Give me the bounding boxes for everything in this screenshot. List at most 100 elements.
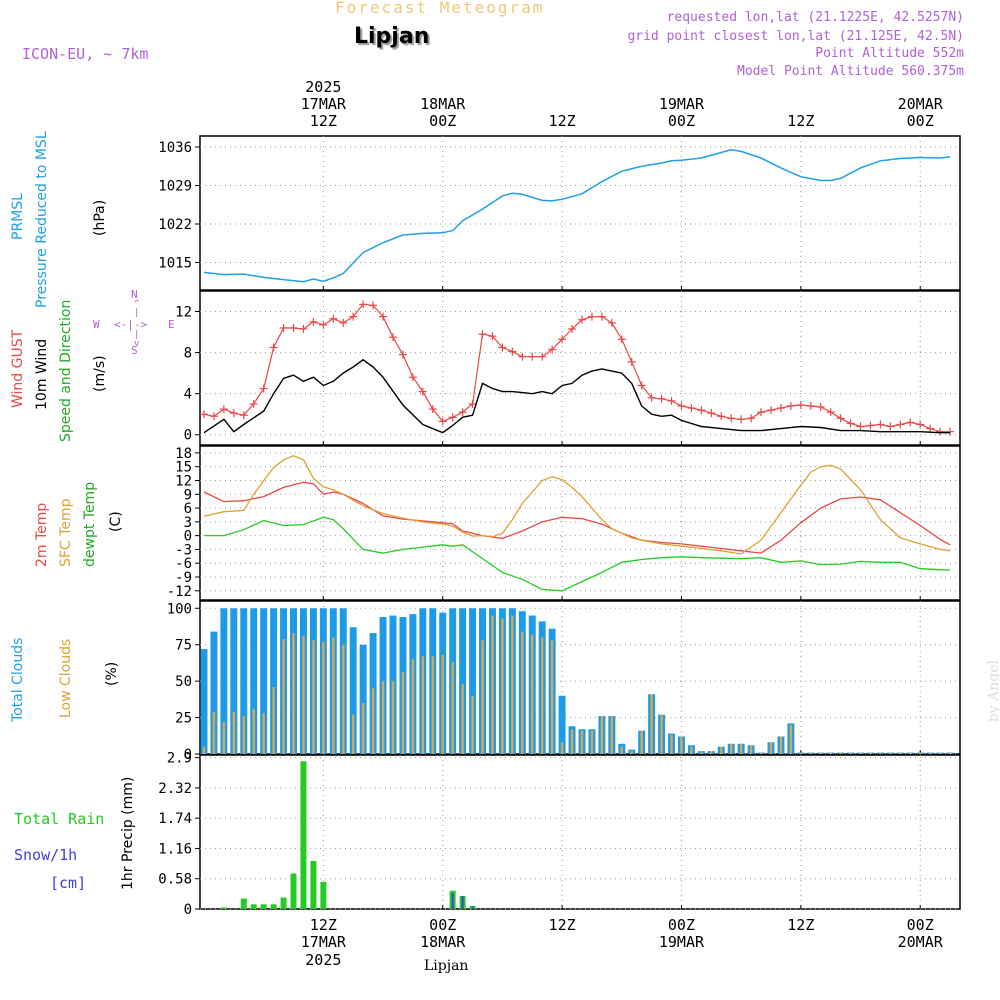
low-cloud-bar	[361, 703, 365, 754]
precipitation-ytick-label: 1.16	[158, 841, 192, 857]
low-cloud-bar	[272, 686, 275, 754]
low-cloud-bar	[630, 751, 633, 754]
total-cloud-bar	[200, 649, 208, 754]
low-cloud-bar	[799, 752, 803, 754]
temperature-ytick-label: 6	[184, 501, 192, 517]
low-cloud-bar	[411, 659, 415, 754]
total-rain-label: Total Rain	[14, 810, 105, 828]
snow-label: Snow/1h	[14, 846, 78, 864]
temperature-ytick-label: -9	[175, 570, 192, 586]
pressure-ytick-label: 1029	[158, 179, 192, 195]
low-cloud-bar	[928, 752, 932, 754]
compass-east: E	[168, 318, 175, 331]
temperature-ytick-label: 3	[184, 515, 192, 531]
low-cloud-bar	[680, 736, 683, 754]
top-axis-date: 17MAR	[301, 95, 347, 113]
total-cloud-bar	[220, 608, 228, 754]
top-axis-hour: 00Z	[668, 112, 695, 130]
gust-line	[203, 303, 951, 433]
clouds-ytick-label: 50	[175, 674, 192, 690]
low-cloud-bar	[749, 745, 753, 754]
clouds-ytick-label: 25	[175, 711, 192, 727]
low-cloud-bar	[938, 752, 942, 754]
bottom-location-label: Lipjan	[424, 958, 469, 974]
low-cloud-bar	[202, 746, 206, 754]
top-axis-hour: 00Z	[907, 112, 934, 130]
low-cloud-bar	[232, 711, 236, 754]
clouds-ytick-label: 0	[184, 747, 192, 763]
compass-vertical-lower: | v	[134, 330, 140, 349]
low-cloud-bar	[730, 743, 733, 754]
low-cloud-bar	[461, 684, 464, 754]
low-cloud-bar	[342, 644, 345, 754]
low-cloud-bar	[789, 724, 793, 754]
low-cloud-bar	[839, 752, 842, 754]
low-cloud-bar	[491, 615, 494, 754]
total-cloud-bar	[210, 631, 218, 754]
precipitation-ytick-label: 2.9	[167, 751, 192, 767]
temperature-ytick-label: -6	[175, 556, 192, 572]
clouds-ytick-label: 100	[167, 601, 192, 617]
low-cloud-bar	[869, 752, 872, 754]
low-cloud-bar	[262, 713, 265, 754]
model-label: ICON-EU, ~ 7km	[22, 45, 149, 63]
bottom-axis-hour: 00Z	[907, 916, 934, 934]
bottom-axis-date: 19MAR	[659, 933, 705, 951]
low-cloud-bar	[829, 752, 832, 754]
low-cloud-bar	[859, 752, 862, 754]
snow-bar	[471, 906, 474, 909]
top-axis-date: 19MAR	[659, 95, 705, 113]
total-cloud-bar	[250, 608, 258, 754]
low-cloud-bar	[431, 656, 434, 754]
wind-ytick-label: 12	[175, 305, 192, 321]
precipitation-ytick-label: 0.58	[158, 872, 192, 888]
low-cloud-bar	[919, 752, 922, 754]
low-cloud-bar	[511, 615, 514, 754]
low-cloud-bar	[819, 752, 822, 754]
snow-unit-label: [cm]	[50, 874, 87, 892]
compass-vertical-upper: ^ |	[134, 299, 140, 318]
low-cloud-bar	[690, 746, 693, 754]
rain-bar	[320, 881, 327, 909]
low-cloud-bar	[899, 752, 902, 754]
rain-bar	[290, 873, 297, 909]
top-axis-hour: 12Z	[310, 112, 337, 130]
pressure-line	[203, 149, 951, 283]
temperature-ytick-label: 18	[175, 446, 192, 462]
low-cloud-bar	[560, 742, 564, 754]
compass-north: N	[131, 288, 138, 301]
bottom-axis-date: 17MAR	[301, 933, 347, 951]
dewpt-line	[204, 516, 951, 592]
precipitation-ytick-label: 0	[184, 902, 192, 918]
low-cloud-bar	[650, 694, 653, 754]
low-cloud-bar	[620, 746, 623, 754]
precipitation-ytick-label: 1.74	[158, 811, 192, 827]
low-cloud-bar	[401, 672, 405, 754]
total-cloud-bar	[558, 695, 566, 754]
low-cloud-bar	[391, 681, 395, 754]
temperature-ytick-label: 9	[184, 487, 192, 503]
pressure-frame	[199, 135, 961, 291]
model-point-altitude: Model Point Altitude 560.375m	[737, 64, 964, 79]
compass-west: W	[93, 318, 100, 331]
total-cloud-bar	[349, 627, 357, 754]
total-cloud-bar	[240, 608, 248, 754]
low-cloud-bar	[282, 638, 285, 754]
low-cloud-bar	[242, 716, 245, 754]
low-cloud-bar	[531, 634, 534, 754]
low-cloud-bar	[580, 730, 584, 754]
low-cloud-bar	[322, 641, 325, 754]
low-cloud-bar	[590, 730, 594, 754]
wind-frame	[199, 290, 961, 446]
top-axis-date: 18MAR	[420, 95, 466, 113]
bottom-axis-date: 20MAR	[898, 933, 944, 951]
temperature-ytick-label: -3	[175, 542, 192, 558]
low-cloud-bar	[849, 752, 852, 754]
low-cloud-bar	[352, 714, 355, 754]
rain-bar	[220, 907, 227, 909]
rain-bar	[240, 898, 247, 909]
low-cloud-bar	[381, 681, 385, 754]
total-cloud-bar	[469, 608, 477, 754]
temperature-ytick-label: -12	[167, 584, 192, 600]
